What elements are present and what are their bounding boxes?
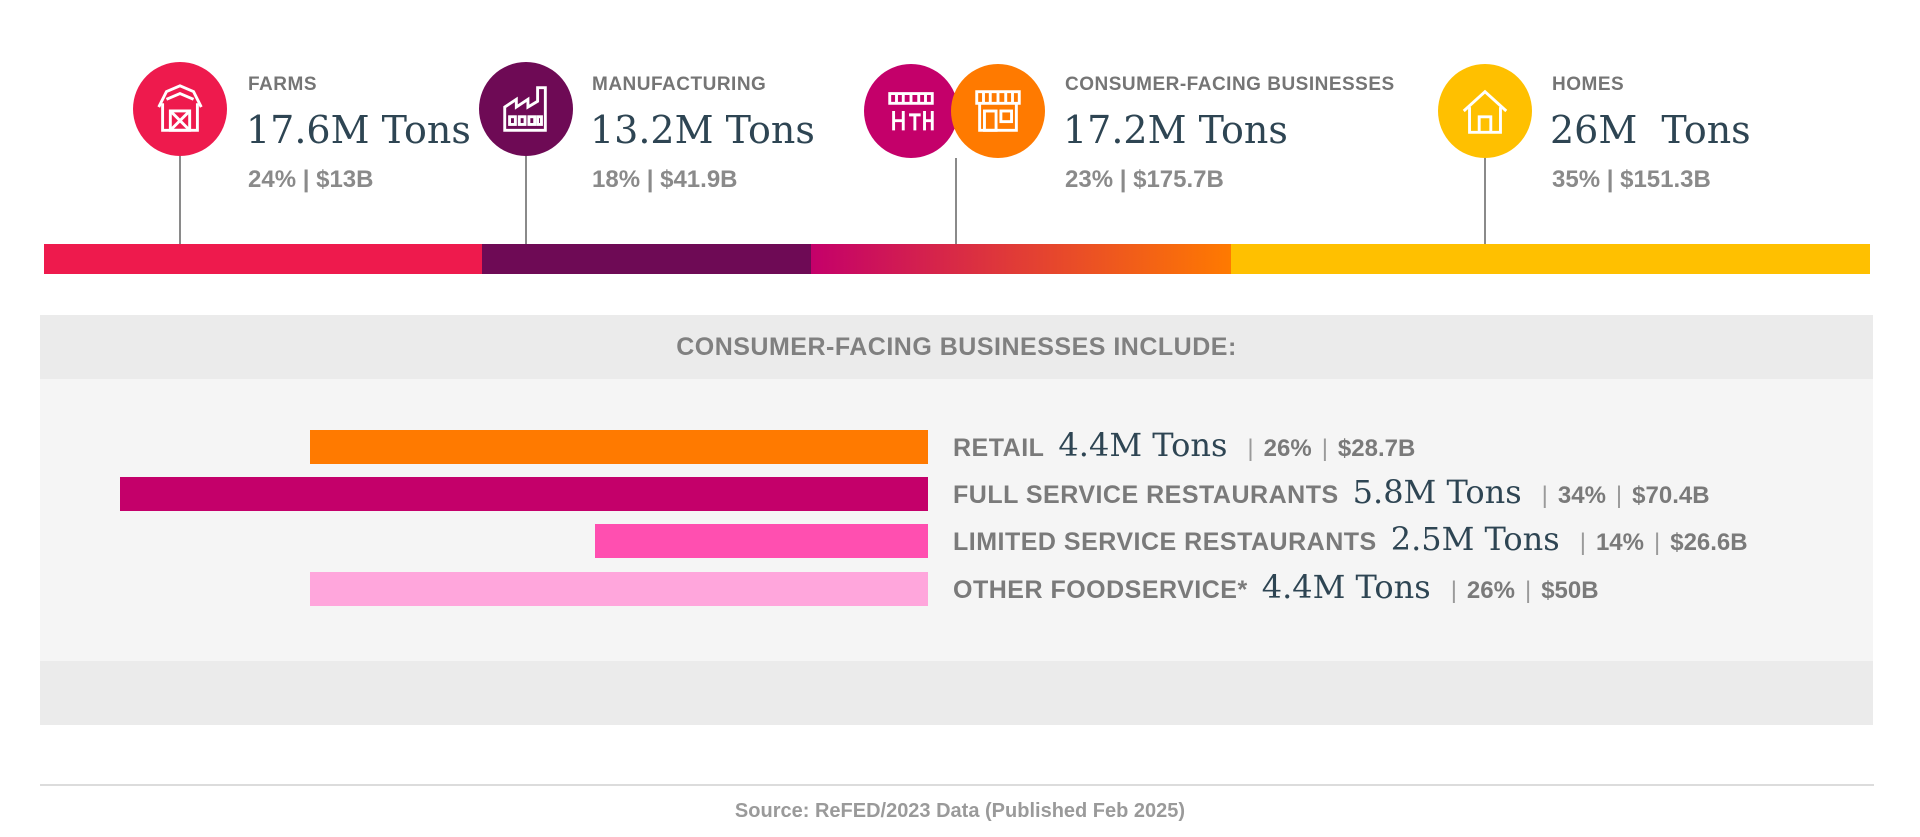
- row-text-limited-service-restaurants: LIMITED SERVICE RESTAURANTS 2.5M Tons | 14%…: [953, 520, 1748, 558]
- sector-label-consumer-facing: CONSUMER-FACING BUSINESSES: [1065, 74, 1395, 95]
- factory-icon: [479, 62, 573, 156]
- row-text-full-service-restaurants: FULL SERVICE RESTAURANTS 5.8M Tons | 34% | $7…: [953, 473, 1710, 511]
- separator: |: [1524, 577, 1532, 604]
- row-label: LIMITED SERVICE RESTAURANTS: [953, 528, 1377, 556]
- restaurant-icon: [864, 64, 958, 158]
- sector-stats-farms: 24% | $13B: [248, 166, 374, 193]
- row-tons: 4.4M Tons: [1261, 568, 1431, 606]
- row-tons: 2.5M Tons: [1390, 520, 1560, 558]
- bar-full-service-restaurants: [120, 477, 928, 511]
- sector-stats-consumer-facing: 23% | $175.7B: [1065, 166, 1224, 193]
- row-tons: 4.4M Tons: [1058, 426, 1228, 464]
- cfb-footer: [40, 661, 1873, 725]
- row-label: FULL SERVICE RESTAURANTS: [953, 481, 1339, 509]
- sector-label-homes: HOMES: [1552, 74, 1625, 95]
- row-value: $28.7B: [1337, 435, 1416, 462]
- sector-label-farms: FARMS: [248, 74, 317, 95]
- separator: |: [1450, 577, 1457, 604]
- divider: [40, 784, 1874, 786]
- separator: |: [1247, 435, 1254, 462]
- row-pct: 14%: [1595, 529, 1644, 556]
- segment-manufacturing: [482, 244, 811, 274]
- cfb-breakdown-panel: CONSUMER-FACING BUSINESSES INCLUDE: RETA…: [40, 315, 1873, 725]
- storefront-icon: [951, 64, 1045, 158]
- sector-label-manufacturing: MANUFACTURING: [592, 74, 767, 95]
- separator: |: [1579, 529, 1586, 556]
- separator: |: [1541, 482, 1548, 509]
- bar-retail: [310, 430, 928, 464]
- separator: |: [1321, 435, 1328, 462]
- sector-tons-manufacturing: 13.2M Tons: [590, 108, 815, 152]
- row-value: $50B: [1541, 577, 1599, 604]
- segment-farms: [44, 244, 483, 274]
- source-note: Source: ReFED/2023 Data (Published Feb 2…: [734, 800, 1186, 822]
- sector-tons-farms: 17.6M Tons: [246, 108, 471, 152]
- separator: |: [1615, 482, 1623, 509]
- barn-icon: [133, 62, 227, 156]
- row-value: $26.6B: [1670, 529, 1748, 556]
- segment-homes: [1230, 244, 1870, 274]
- row-pct: 26%: [1466, 577, 1515, 604]
- sector-stats-homes: 35% | $151.3B: [1552, 166, 1711, 193]
- row-pct: 26%: [1263, 435, 1312, 462]
- row-pct: 34%: [1557, 482, 1606, 509]
- separator: |: [1653, 529, 1661, 556]
- sector-stats-manufacturing: 18% | $41.9B: [592, 166, 738, 193]
- house-icon: [1438, 64, 1532, 158]
- row-text-retail: RETAIL 4.4M Tons | 26% | $28.7B: [953, 426, 1415, 464]
- row-text-other-foodservice: OTHER FOODSERVICE* 4.4M Tons | 26% | $50B: [953, 568, 1599, 606]
- cfb-title: CONSUMER-FACING BUSINESSES INCLUDE:: [676, 332, 1237, 361]
- row-label: OTHER FOODSERVICE*: [953, 576, 1248, 604]
- cfb-header: CONSUMER-FACING BUSINESSES INCLUDE:: [40, 315, 1873, 379]
- bar-limited-service-restaurants: [595, 524, 928, 558]
- row-label: RETAIL: [953, 434, 1045, 462]
- row-value: $70.4B: [1632, 482, 1710, 509]
- row-tons: 5.8M Tons: [1352, 473, 1522, 511]
- sector-share-bar: [44, 244, 1870, 274]
- sector-tons-consumer-facing: 17.2M Tons: [1063, 108, 1288, 152]
- bar-other-foodservice: [310, 572, 928, 606]
- segment-consumer-facing: [810, 244, 1231, 274]
- sector-tons-homes: 26M Tons: [1550, 108, 1751, 152]
